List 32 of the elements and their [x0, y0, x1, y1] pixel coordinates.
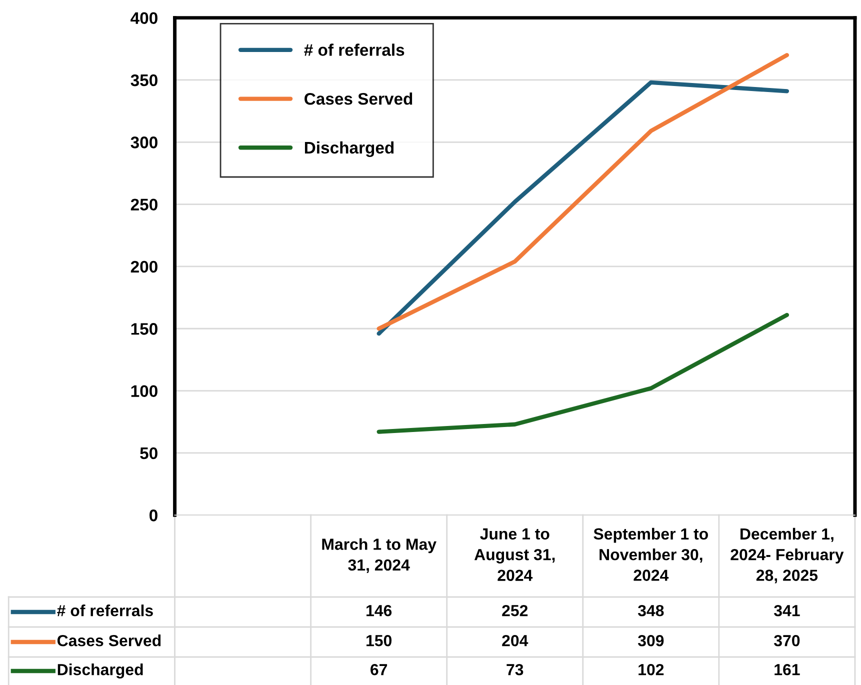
y-tick-label: 100 [131, 385, 158, 397]
x-tick-label: June 1 to August 31, 2024 [474, 528, 555, 581]
y-tick-label: 300 [130, 136, 158, 148]
x-tick-label: March 1 to May 31, 2024 [322, 538, 436, 573]
y-tick-label: 50 [140, 447, 158, 460]
y-tick-label: 400 [130, 12, 158, 24]
data-label: 370 [774, 634, 800, 646]
legend-label: Discharged [304, 141, 394, 158]
x-tick-label: September 1 to November 30, 2024 [594, 528, 708, 581]
legend-label: # of referrals [304, 44, 404, 56]
y-tick-label: 250 [130, 198, 158, 211]
data-label: 73 [506, 664, 524, 676]
y-tick-label: 350 [130, 74, 158, 86]
x-tick-label: December 1, 2024- February 28, 2025 [730, 528, 844, 584]
data-label: 348 [638, 604, 664, 616]
data-label: 341 [774, 604, 800, 616]
y-tick-label: 0 [150, 510, 158, 522]
data-label: 146 [366, 604, 392, 616]
data-label: 161 [774, 664, 800, 676]
line-series [376, 312, 790, 434]
data-label: 252 [502, 604, 528, 616]
y-tick-label: 200 [130, 260, 158, 273]
legend-label: Cases Served [304, 92, 412, 105]
text: Discharged [58, 664, 143, 678]
y-tick-label: 150 [131, 323, 158, 335]
data-label: 102 [638, 664, 664, 676]
data-label: 150 [366, 634, 392, 646]
text: # of referrals [57, 604, 153, 616]
text: Cases Served [57, 634, 161, 646]
data-label: 309 [638, 634, 664, 646]
data-label: 204 [502, 634, 528, 646]
data-label: 67 [370, 664, 388, 676]
